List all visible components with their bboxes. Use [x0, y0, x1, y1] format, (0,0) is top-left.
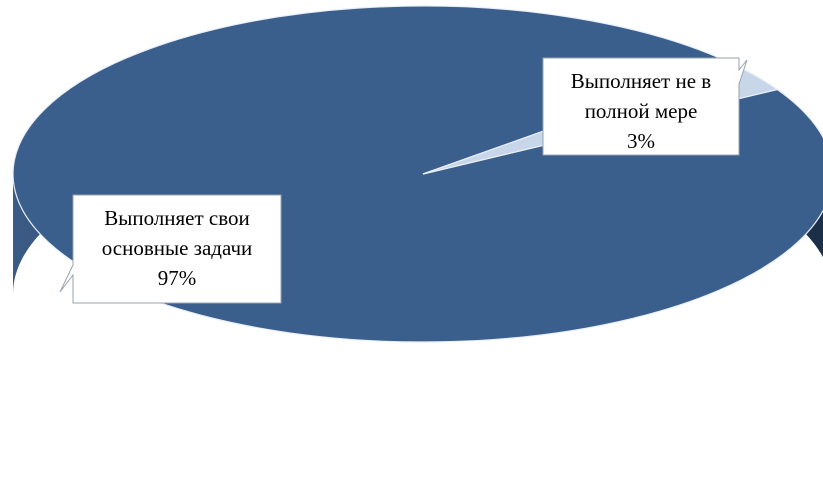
data-label-1: Выполняет свои основные задачи 97%: [59, 194, 282, 304]
data-label-value: 97%: [158, 266, 197, 290]
data-label-box: [59, 194, 282, 304]
data-label-category: Выполняет свои: [104, 206, 250, 230]
data-label-2: Выполняет не в полной мере 3%: [542, 57, 748, 156]
data-label-box: [542, 57, 748, 156]
data-label-category: Выполняет не в: [571, 69, 712, 93]
data-label-value: 3%: [627, 129, 655, 153]
data-label-category: основные задачи: [102, 236, 253, 260]
data-label-category: полной мере: [585, 99, 698, 123]
